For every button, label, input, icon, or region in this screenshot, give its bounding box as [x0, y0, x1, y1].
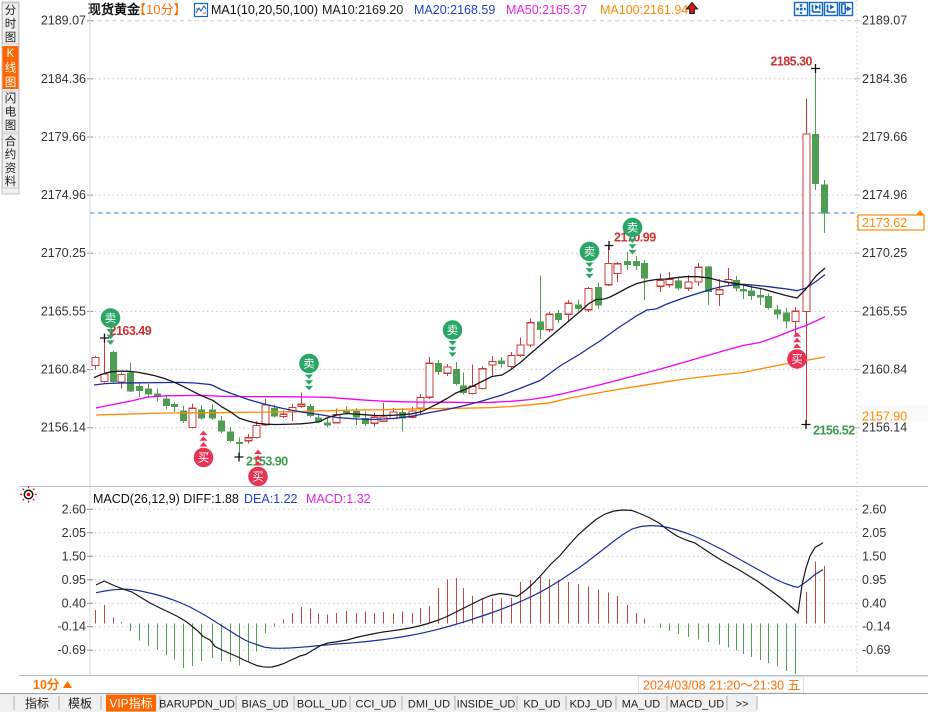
svg-text:10分: 10分	[33, 677, 60, 692]
svg-text:2.60: 2.60	[862, 502, 886, 516]
svg-text:-0.69: -0.69	[862, 643, 891, 657]
svg-text:分: 分	[5, 4, 17, 17]
svg-text:DEA:1.22: DEA:1.22	[244, 492, 298, 506]
svg-text:2160.84: 2160.84	[41, 363, 86, 377]
svg-text:模板: 模板	[68, 697, 92, 711]
svg-text:图: 图	[5, 31, 17, 44]
svg-text:MA_UD: MA_UD	[622, 699, 661, 711]
svg-text:MA10:2169.20: MA10:2169.20	[322, 3, 403, 17]
svg-text:2170.25: 2170.25	[862, 246, 907, 260]
svg-text:2174.96: 2174.96	[41, 188, 86, 202]
svg-text:卖: 卖	[105, 312, 117, 325]
svg-text:1.50: 1.50	[62, 549, 86, 563]
svg-text:2170.99: 2170.99	[614, 231, 656, 245]
svg-text:0.95: 0.95	[62, 573, 86, 587]
svg-text:图: 图	[5, 76, 17, 89]
svg-text:2157.90: 2157.90	[862, 410, 907, 424]
svg-text:MA100:2161.94: MA100:2161.94	[600, 3, 688, 17]
svg-text:2160.84: 2160.84	[862, 363, 907, 377]
svg-text:时: 时	[5, 18, 17, 31]
svg-text:0.40: 0.40	[62, 596, 86, 610]
svg-text:指标: 指标	[25, 696, 49, 711]
svg-text:2179.66: 2179.66	[862, 130, 907, 144]
svg-text:2156.14: 2156.14	[41, 421, 86, 435]
svg-text:资: 资	[5, 162, 17, 175]
svg-text:料: 料	[5, 174, 17, 188]
svg-text:【10分】: 【10分】	[133, 2, 186, 17]
svg-text:MA50:2165.37: MA50:2165.37	[506, 3, 587, 17]
svg-text:合: 合	[5, 134, 17, 148]
svg-text:约: 约	[5, 147, 17, 161]
svg-text:1.50: 1.50	[862, 549, 886, 563]
svg-text:卖: 卖	[447, 324, 459, 337]
svg-text:2173.62: 2173.62	[862, 216, 907, 230]
svg-text:BIAS_UD: BIAS_UD	[241, 699, 288, 711]
svg-text:2153.90: 2153.90	[246, 455, 288, 469]
svg-text:线: 线	[5, 61, 17, 75]
svg-text:0.95: 0.95	[862, 573, 886, 587]
svg-text:卖: 卖	[303, 358, 315, 371]
svg-text:2163.49: 2163.49	[110, 324, 152, 338]
svg-text:MA20:2168.59: MA20:2168.59	[414, 3, 495, 17]
svg-text:DMI_UD: DMI_UD	[408, 699, 450, 711]
svg-text:2179.66: 2179.66	[41, 130, 86, 144]
svg-text:BOLL_UD: BOLL_UD	[297, 699, 347, 711]
svg-text:2165.55: 2165.55	[41, 304, 86, 318]
svg-text:现货黄金: 现货黄金	[88, 2, 141, 17]
svg-text:图: 图	[5, 119, 17, 132]
svg-text:2170.25: 2170.25	[41, 246, 86, 260]
svg-text:2185.30: 2185.30	[770, 55, 812, 69]
svg-text:MACD_UD: MACD_UD	[670, 699, 724, 711]
svg-text:2156.14: 2156.14	[862, 421, 907, 435]
svg-text:闪: 闪	[5, 91, 17, 105]
svg-text:KD_UD: KD_UD	[523, 699, 560, 711]
svg-text:>>: >>	[736, 699, 749, 711]
svg-text:2.05: 2.05	[62, 526, 86, 540]
svg-text:MA1(10,20,50,100): MA1(10,20,50,100)	[211, 3, 318, 17]
svg-text:2165.55: 2165.55	[862, 304, 907, 318]
svg-text:买: 买	[252, 471, 264, 484]
svg-text:2189.07: 2189.07	[862, 14, 907, 28]
svg-text:2.60: 2.60	[62, 502, 86, 516]
svg-text:2.05: 2.05	[862, 526, 886, 540]
svg-text:MACD(26,12,9) DIFF:1.88: MACD(26,12,9) DIFF:1.88	[93, 492, 239, 506]
svg-text:卖: 卖	[584, 246, 596, 259]
svg-text:-0.14: -0.14	[862, 620, 891, 634]
svg-text:-0.14: -0.14	[58, 620, 87, 634]
svg-text:MACD:1.32: MACD:1.32	[306, 492, 371, 506]
svg-text:2184.36: 2184.36	[41, 72, 86, 86]
svg-text:2024/03/08 21:20～21:30 五: 2024/03/08 21:20～21:30 五	[643, 679, 800, 693]
svg-text:2174.96: 2174.96	[862, 188, 907, 202]
svg-text:0.40: 0.40	[862, 596, 886, 610]
svg-text:VIP指标: VIP指标	[109, 696, 152, 711]
svg-text:买: 买	[198, 452, 210, 465]
svg-text:KDJ_UD: KDJ_UD	[570, 699, 613, 711]
svg-text:CCI_UD: CCI_UD	[356, 699, 397, 711]
svg-text:BARUPDN_UD: BARUPDN_UD	[159, 699, 235, 711]
svg-text:-0.69: -0.69	[58, 643, 87, 657]
svg-text:卖: 卖	[627, 222, 639, 235]
svg-text:2184.36: 2184.36	[862, 72, 907, 86]
svg-text:买: 买	[791, 353, 803, 366]
svg-text:2156.52: 2156.52	[813, 424, 855, 438]
svg-text:K: K	[7, 48, 15, 60]
svg-text:电: 电	[5, 106, 17, 119]
svg-text:2189.07: 2189.07	[41, 14, 86, 28]
svg-text:INSIDE_UD: INSIDE_UD	[457, 699, 516, 711]
